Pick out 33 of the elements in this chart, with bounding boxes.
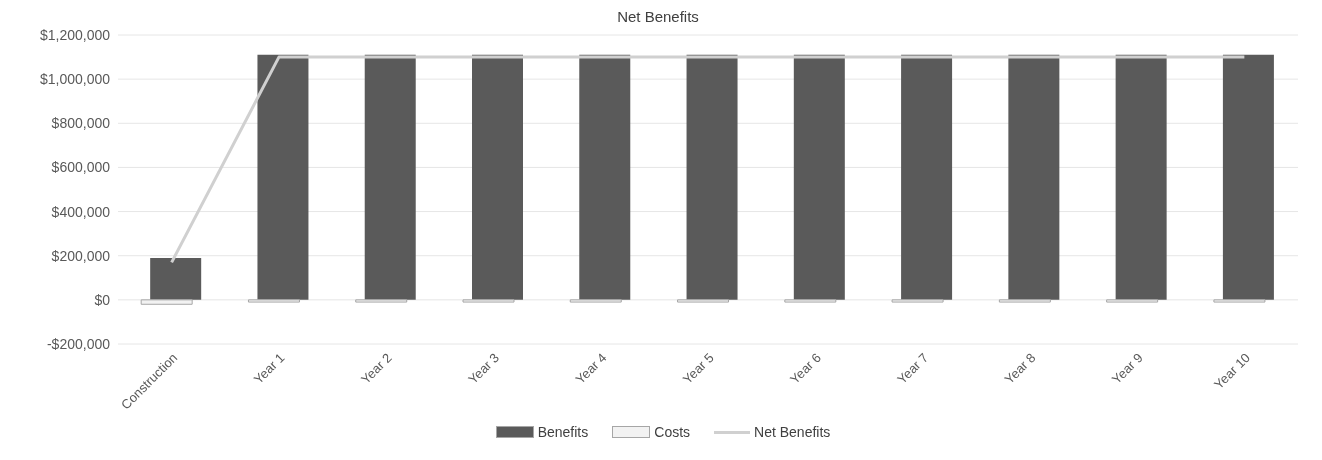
x-tick-label: Year 10 bbox=[1211, 350, 1254, 392]
bar bbox=[1222, 54, 1274, 300]
chart-title: Net Benefits bbox=[616, 8, 700, 25]
bar bbox=[150, 257, 202, 300]
x-tick-label: Year 7 bbox=[894, 350, 932, 387]
bar bbox=[472, 54, 523, 300]
y-tick-label: $0 bbox=[94, 291, 111, 308]
bar bbox=[1008, 54, 1060, 300]
y-tick-label: $800,000 bbox=[51, 115, 111, 132]
bar bbox=[793, 54, 845, 300]
x-tick-label: Year 4 bbox=[572, 350, 610, 387]
bar bbox=[257, 54, 309, 300]
y-tick-label: $600,000 bbox=[51, 159, 111, 176]
y-tick-label: $1,200,000 bbox=[39, 26, 111, 43]
x-tick-label: Year 3 bbox=[465, 350, 503, 387]
bar bbox=[364, 54, 416, 300]
x-tick-label: Year 5 bbox=[679, 350, 717, 387]
x-tick-label: Year 6 bbox=[787, 350, 824, 387]
y-tick-label: $400,000 bbox=[51, 203, 111, 220]
bar bbox=[686, 54, 738, 300]
bar bbox=[1115, 54, 1167, 300]
legend-label: Net Benefits bbox=[754, 424, 831, 440]
x-tick-label: Year 2 bbox=[357, 350, 395, 387]
bar bbox=[901, 54, 953, 300]
y-tick-label: $1,000,000 bbox=[39, 71, 111, 88]
legend-label: Costs bbox=[654, 424, 691, 440]
legend-label: Benefits bbox=[537, 424, 589, 440]
x-tick-label: Year 1 bbox=[250, 350, 288, 387]
y-tick-label: -$200,000 bbox=[46, 335, 111, 352]
y-tick-label: $200,000 bbox=[51, 247, 111, 264]
x-tick-label: Year 8 bbox=[1001, 350, 1039, 387]
bar bbox=[579, 54, 631, 300]
x-tick-label: Year 9 bbox=[1108, 350, 1146, 387]
